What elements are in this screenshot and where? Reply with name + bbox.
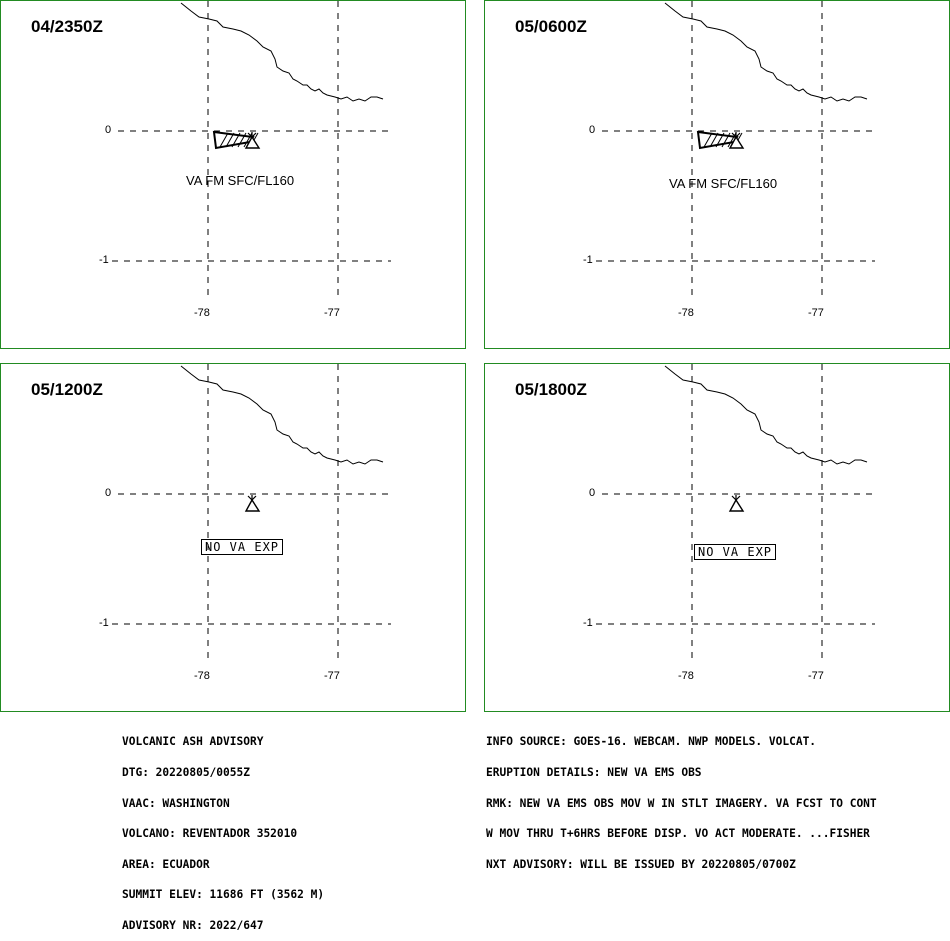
volcano-plume — [735, 495, 741, 501]
panel-time: 05/0600Z — [515, 17, 587, 36]
volcano-plume — [731, 495, 737, 501]
advisory-line: VOLCANIC ASH ADVISORY — [122, 735, 264, 749]
volcano-cone — [244, 135, 261, 149]
lon-label-77: -77 — [808, 670, 824, 682]
coastline — [664, 2, 868, 102]
advisory-line: VOLCANO: REVENTADOR 352010 — [122, 827, 298, 841]
lat-label-minus1: -1 — [99, 254, 109, 266]
advisory-left-text: VOLCANIC ASH ADVISORY DTG: 20220805/0055… — [122, 717, 324, 941]
advisory-line: NXT ADVISORY: WILL BE ISSUED BY 20220805… — [486, 857, 796, 871]
coastline — [664, 365, 868, 465]
volcano-icon — [244, 495, 261, 512]
advisory-line: VAAC: WASHINGTON — [122, 796, 230, 810]
panel-time: 05/1200Z — [31, 380, 103, 399]
ash-hatch — [237, 132, 247, 148]
coastline — [180, 2, 384, 102]
volcano-plume — [247, 495, 253, 501]
advisory-line: RMK: NEW VA EMS OBS MOV W IN STLT IMAGER… — [486, 796, 877, 810]
advisory-right-text: INFO SOURCE: GOES-16. WEBCAM. NWP MODELS… — [486, 717, 877, 880]
volcano-icon — [244, 132, 261, 149]
lat-label-0: 0 — [589, 124, 596, 136]
coastline — [180, 365, 384, 465]
panel-3: 05/1200Z 0 -1 -78 -77 NO VA EXP — [0, 363, 466, 712]
advisory-line: SUMMIT ELEV: 11686 FT (3562 M) — [122, 888, 325, 902]
no-va-label: NO VA EXP — [694, 544, 777, 560]
advisory-line: W MOV THRU T+6HRS BEFORE DISP. VO ACT MO… — [486, 827, 870, 841]
panel-1: 04/2350Z 0 -1 -78 -77 VA FM SFC/FL160 — [0, 0, 466, 349]
lon-label-78: -78 — [678, 307, 694, 319]
volcano-cone — [244, 498, 261, 512]
panel-2: 05/0600Z 0 -1 -78 -77 VA FM SFC/FL160 — [484, 0, 950, 349]
ash-hatch — [703, 132, 713, 148]
lon-label-78: -78 — [194, 307, 210, 319]
ash-hatch — [715, 132, 725, 148]
volcano-plume — [731, 132, 737, 138]
volcano-plume — [251, 132, 257, 138]
volcano-icon — [728, 132, 745, 149]
advisory-line: DTG: 20220805/0055Z — [122, 766, 250, 780]
volcano-plume — [735, 132, 741, 138]
map-graphic — [596, 1, 875, 301]
map-graphic — [112, 1, 391, 301]
va-label: VA FM SFC/FL160 — [669, 176, 778, 191]
lon-label-77: -77 — [808, 307, 824, 319]
advisory-line: INFO SOURCE: GOES-16. WEBCAM. NWP MODELS… — [486, 735, 817, 749]
lon-label-77: -77 — [324, 670, 340, 682]
panel-time: 04/2350Z — [31, 17, 103, 36]
panel-time: 05/1800Z — [515, 380, 587, 399]
no-va-label: NO VA EXP — [201, 539, 284, 555]
ash-hatch — [225, 132, 235, 148]
lon-label-78: -78 — [194, 670, 210, 682]
lat-label-0: 0 — [589, 487, 596, 499]
ash-hatch — [219, 132, 229, 148]
advisory-line: AREA: ECUADOR — [122, 857, 210, 871]
ash-hatch — [231, 132, 241, 148]
lat-label-0: 0 — [105, 124, 112, 136]
advisory-line: ERUPTION DETAILS: NEW VA EMS OBS — [486, 766, 702, 780]
lat-label-minus1: -1 — [99, 617, 109, 629]
ash-hatch — [709, 132, 719, 148]
lat-label-minus1: -1 — [583, 617, 593, 629]
lat-label-0: 0 — [105, 487, 112, 499]
map-graphic — [112, 364, 391, 664]
map-graphic — [596, 364, 875, 664]
panel-4: 05/1800Z 0 -1 -78 -77 NO VA EXP — [484, 363, 950, 712]
volcano-icon — [728, 495, 745, 512]
lat-label-minus1: -1 — [583, 254, 593, 266]
advisory-line: ADVISORY NR: 2022/647 — [122, 919, 264, 933]
volcano-cone — [728, 135, 745, 149]
va-label: VA FM SFC/FL160 — [186, 173, 295, 188]
lon-label-77: -77 — [324, 307, 340, 319]
lon-label-78: -78 — [678, 670, 694, 682]
volcano-cone — [728, 498, 745, 512]
volcano-plume — [247, 132, 253, 138]
ash-hatch — [721, 132, 731, 148]
volcano-plume — [251, 495, 257, 501]
